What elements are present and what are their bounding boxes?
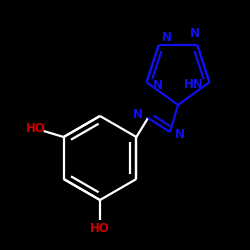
Text: N: N (152, 79, 162, 92)
Text: HO: HO (26, 122, 46, 136)
Text: N: N (133, 108, 143, 122)
Text: HN: HN (184, 78, 203, 91)
Text: N: N (190, 27, 200, 40)
Text: HO: HO (90, 222, 110, 234)
Text: N: N (162, 31, 172, 44)
Text: N: N (175, 128, 185, 140)
